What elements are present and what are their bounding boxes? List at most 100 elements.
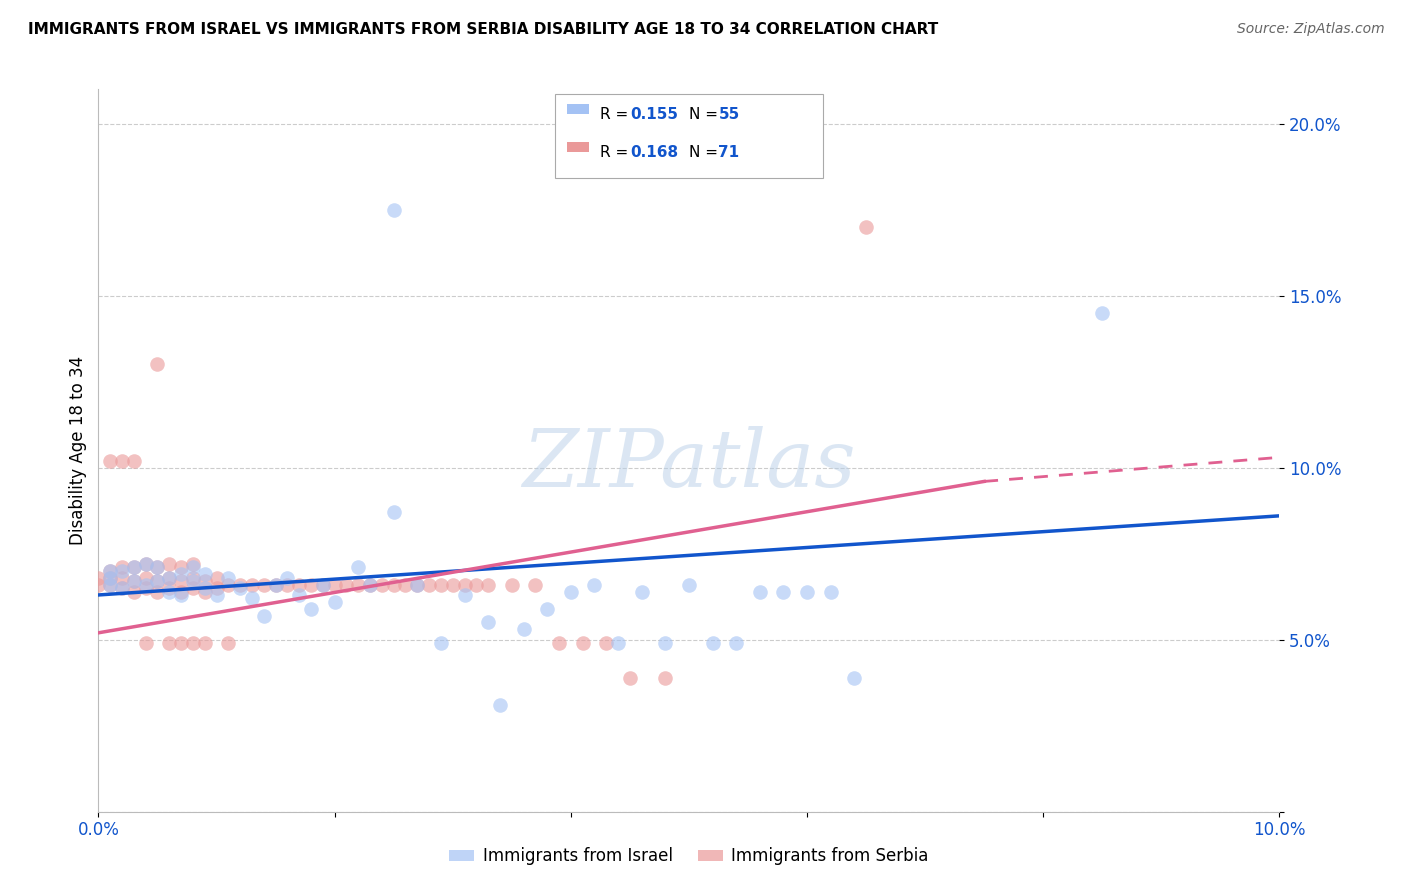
Point bbox=[276, 577, 298, 591]
Point bbox=[181, 636, 204, 650]
Point bbox=[111, 564, 134, 578]
Point bbox=[194, 636, 217, 650]
Point bbox=[135, 557, 157, 571]
Point bbox=[465, 577, 488, 591]
Point bbox=[98, 577, 121, 591]
Point bbox=[299, 601, 322, 615]
Point bbox=[170, 584, 193, 599]
Point bbox=[560, 584, 582, 599]
Point bbox=[630, 584, 652, 599]
Point bbox=[157, 571, 180, 585]
Point bbox=[170, 560, 193, 574]
Point bbox=[430, 636, 453, 650]
Point bbox=[264, 577, 287, 591]
Point bbox=[146, 574, 169, 589]
Point bbox=[170, 574, 193, 589]
Point bbox=[371, 577, 394, 591]
Point bbox=[323, 595, 346, 609]
Point bbox=[418, 577, 440, 591]
Point bbox=[205, 571, 228, 585]
Point bbox=[87, 577, 110, 591]
Text: ZIPatlas: ZIPatlas bbox=[522, 426, 856, 504]
Point bbox=[347, 577, 370, 591]
Text: 55: 55 bbox=[718, 107, 740, 122]
Point bbox=[702, 636, 724, 650]
Point bbox=[335, 577, 357, 591]
Text: R =: R = bbox=[600, 145, 634, 160]
Point bbox=[288, 588, 311, 602]
Point bbox=[146, 358, 169, 372]
Point bbox=[181, 574, 204, 589]
Point bbox=[240, 591, 263, 606]
Point bbox=[441, 577, 464, 591]
Point bbox=[170, 567, 193, 582]
Point bbox=[122, 584, 145, 599]
Point bbox=[205, 581, 228, 595]
Point bbox=[98, 577, 121, 591]
Point bbox=[157, 571, 180, 585]
Point bbox=[181, 581, 204, 595]
Point bbox=[111, 560, 134, 574]
Text: 71: 71 bbox=[718, 145, 740, 160]
Point bbox=[264, 577, 287, 591]
Point bbox=[217, 577, 239, 591]
Point bbox=[855, 219, 877, 234]
Point bbox=[607, 636, 630, 650]
Point bbox=[135, 636, 157, 650]
Point bbox=[146, 584, 169, 599]
Point bbox=[359, 577, 381, 591]
Point bbox=[323, 577, 346, 591]
Point bbox=[111, 571, 134, 585]
Point bbox=[406, 577, 429, 591]
Point bbox=[489, 698, 512, 712]
Point bbox=[548, 636, 571, 650]
Text: IMMIGRANTS FROM ISRAEL VS IMMIGRANTS FROM SERBIA DISABILITY AGE 18 TO 34 CORRELA: IMMIGRANTS FROM ISRAEL VS IMMIGRANTS FRO… bbox=[28, 22, 938, 37]
Point bbox=[157, 584, 180, 599]
Point bbox=[276, 571, 298, 585]
Point bbox=[111, 581, 134, 595]
Point bbox=[135, 581, 157, 595]
Point bbox=[1091, 306, 1114, 320]
Point bbox=[98, 454, 121, 468]
Point bbox=[595, 636, 617, 650]
Point bbox=[181, 557, 204, 571]
Point bbox=[748, 584, 770, 599]
Text: 0.155: 0.155 bbox=[630, 107, 678, 122]
Point bbox=[288, 577, 311, 591]
Point bbox=[654, 636, 676, 650]
Point bbox=[382, 505, 405, 519]
Point bbox=[394, 577, 416, 591]
Point bbox=[359, 577, 381, 591]
Point bbox=[512, 623, 534, 637]
Point bbox=[477, 615, 499, 630]
Point bbox=[312, 577, 335, 591]
Text: 0.168: 0.168 bbox=[630, 145, 678, 160]
Legend: Immigrants from Israel, Immigrants from Serbia: Immigrants from Israel, Immigrants from … bbox=[443, 840, 935, 872]
Point bbox=[524, 577, 547, 591]
Point bbox=[312, 577, 335, 591]
Point bbox=[181, 571, 204, 585]
Point bbox=[157, 636, 180, 650]
Y-axis label: Disability Age 18 to 34: Disability Age 18 to 34 bbox=[69, 356, 87, 545]
Point bbox=[181, 560, 204, 574]
Point bbox=[87, 571, 110, 585]
Text: Source: ZipAtlas.com: Source: ZipAtlas.com bbox=[1237, 22, 1385, 37]
Text: R =: R = bbox=[600, 107, 634, 122]
Point bbox=[122, 560, 145, 574]
Point bbox=[205, 588, 228, 602]
Point bbox=[122, 560, 145, 574]
Point bbox=[619, 671, 641, 685]
Point bbox=[678, 577, 700, 591]
Point bbox=[453, 577, 475, 591]
Point bbox=[111, 454, 134, 468]
Point bbox=[453, 588, 475, 602]
Point bbox=[122, 454, 145, 468]
Point bbox=[477, 577, 499, 591]
Point bbox=[571, 636, 593, 650]
Point bbox=[98, 571, 121, 585]
Point bbox=[654, 671, 676, 685]
Point bbox=[347, 560, 370, 574]
Point bbox=[111, 581, 134, 595]
Point bbox=[501, 577, 523, 591]
Point bbox=[170, 588, 193, 602]
